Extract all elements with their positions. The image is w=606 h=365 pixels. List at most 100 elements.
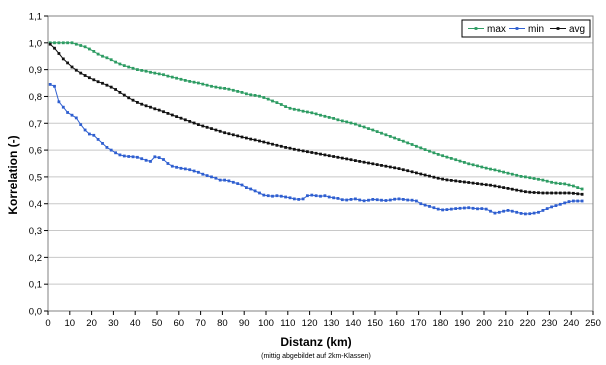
data-point: [188, 80, 192, 83]
data-point: [397, 197, 401, 201]
data-point: [253, 189, 257, 193]
data-point: [336, 118, 340, 122]
data-point: [497, 210, 501, 214]
data-point: [349, 198, 353, 201]
data-point: [140, 157, 144, 161]
data-point: [384, 164, 388, 168]
legend-entry-max: max: [468, 24, 506, 35]
data-point: [336, 155, 340, 159]
data-point: [197, 123, 200, 126]
data-point: [397, 138, 401, 141]
data-point: [188, 120, 192, 123]
y-tick-label: 0,4: [29, 199, 42, 210]
y-tick-label: 0,1: [29, 280, 42, 291]
data-point: [388, 198, 392, 202]
data-point: [105, 83, 109, 87]
x-tick-label: 90: [239, 318, 250, 329]
data-point: [157, 156, 161, 159]
data-point: [463, 206, 466, 210]
data-point: [118, 153, 122, 157]
data-point: [567, 183, 571, 187]
data-point: [144, 69, 148, 73]
data-point: [101, 54, 104, 58]
data-point: [319, 194, 322, 198]
data-point: [506, 171, 510, 175]
legend-swatch-marker: [474, 27, 478, 30]
data-point: [162, 73, 165, 77]
series-avg: [48, 42, 584, 196]
data-point: [528, 190, 532, 194]
data-point: [192, 121, 196, 125]
data-point: [458, 206, 462, 210]
data-point: [476, 207, 479, 211]
data-point: [214, 176, 218, 180]
data-point: [179, 166, 183, 170]
data-point: [497, 185, 501, 189]
data-point: [558, 182, 562, 185]
data-point: [205, 174, 209, 177]
data-point: [162, 110, 165, 114]
x-tick-label: 200: [476, 318, 492, 329]
data-point: [258, 191, 261, 195]
data-point: [572, 191, 575, 195]
data-point: [236, 90, 240, 93]
data-point: [118, 62, 122, 66]
data-point: [240, 91, 244, 94]
data-point: [537, 177, 540, 181]
data-point: [314, 151, 318, 155]
data-point: [118, 91, 122, 94]
data-point: [563, 182, 567, 186]
data-point: [96, 138, 100, 141]
legend-swatch-marker: [515, 27, 519, 30]
data-point: [92, 50, 96, 53]
data-point: [201, 82, 205, 86]
data-point: [432, 175, 436, 179]
data-point: [218, 86, 222, 90]
data-point: [349, 121, 353, 125]
data-point: [223, 87, 226, 90]
data-point: [415, 144, 418, 148]
data-point: [319, 113, 322, 117]
x-tick-label: 250: [585, 318, 601, 329]
data-point: [458, 180, 462, 183]
data-point: [162, 158, 165, 161]
data-point: [258, 139, 261, 143]
data-point: [358, 198, 362, 202]
data-point: [436, 153, 440, 156]
data-point: [510, 172, 514, 176]
data-point: [367, 198, 370, 202]
data-point: [114, 60, 117, 64]
x-tick-label: 110: [280, 318, 295, 329]
data-point: [53, 46, 56, 50]
data-point: [153, 155, 157, 159]
data-point: [515, 173, 519, 177]
data-point: [122, 154, 126, 158]
data-point: [463, 161, 466, 164]
data-point: [493, 211, 497, 215]
data-point: [340, 156, 344, 160]
data-point: [524, 175, 527, 179]
x-tick-label: 220: [520, 318, 536, 329]
data-point: [380, 198, 383, 202]
x-tick-label: 160: [389, 318, 405, 329]
data-point: [423, 173, 427, 177]
data-point: [454, 207, 458, 210]
data-point: [275, 101, 279, 104]
data-point: [227, 87, 231, 91]
data-point: [249, 137, 253, 141]
data-point: [66, 111, 69, 114]
data-point: [554, 181, 558, 185]
data-point: [258, 94, 261, 98]
data-point: [388, 135, 392, 138]
data-point: [48, 42, 52, 46]
data-point: [105, 56, 109, 60]
data-point: [306, 150, 309, 154]
data-point: [545, 191, 549, 195]
data-point: [105, 146, 109, 149]
data-point: [271, 99, 274, 103]
data-point: [484, 183, 488, 187]
data-point: [83, 128, 87, 132]
data-point: [506, 209, 510, 212]
data-point: [127, 65, 131, 69]
data-point: [362, 160, 366, 164]
